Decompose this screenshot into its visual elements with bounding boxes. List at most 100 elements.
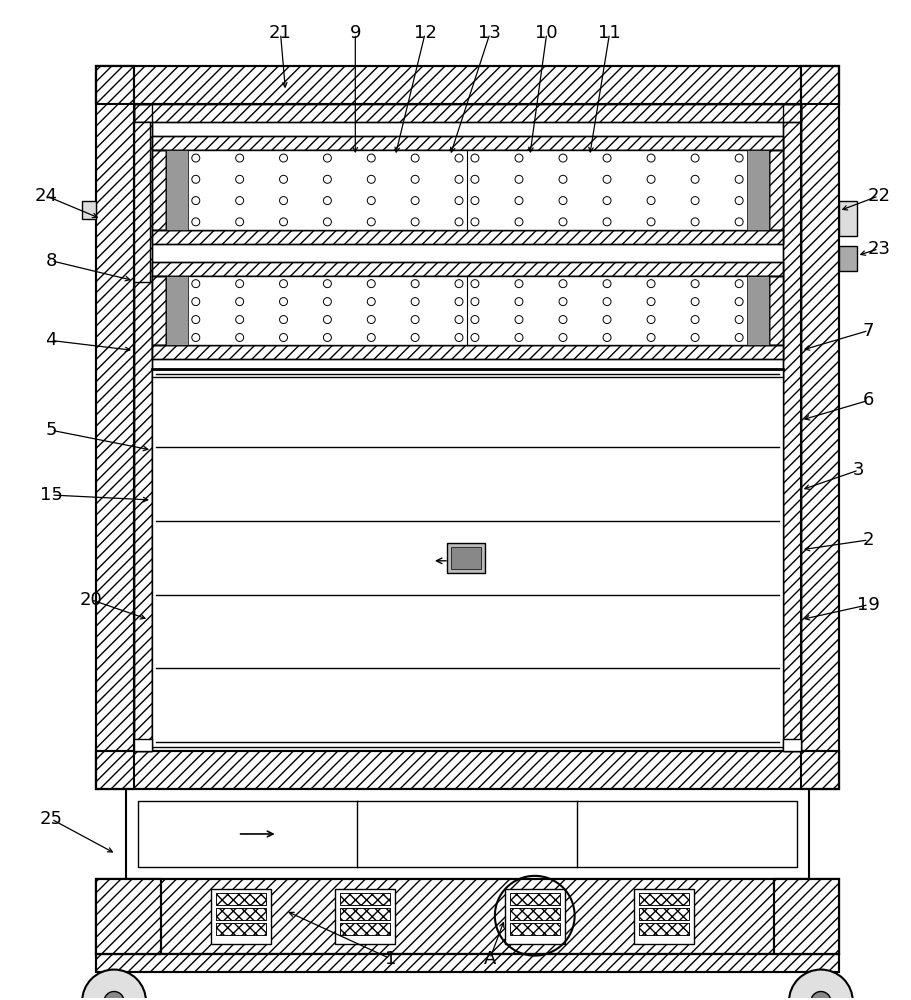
Bar [634,889,693,944]
Circle shape [323,316,331,324]
Circle shape [280,316,287,324]
Text: 1: 1 [384,950,395,968]
Circle shape [411,197,419,205]
Circle shape [470,154,478,162]
Circle shape [602,280,610,288]
Circle shape [734,175,742,183]
Bar [838,201,855,236]
Circle shape [558,316,567,324]
Bar [138,801,796,867]
Text: 13: 13 [478,24,501,42]
Circle shape [647,197,654,205]
Text: 10: 10 [535,24,558,42]
Circle shape [558,280,567,288]
Circle shape [191,280,200,288]
Circle shape [323,298,331,306]
Bar [639,893,689,905]
Bar [96,751,838,789]
Bar [96,66,134,789]
Circle shape [367,334,374,341]
Circle shape [411,280,419,288]
Circle shape [602,298,610,306]
Circle shape [515,218,522,226]
Bar [216,893,265,905]
Circle shape [515,334,522,341]
Bar [152,230,783,244]
Bar [340,908,390,920]
Bar [505,889,564,944]
Circle shape [367,316,374,324]
Bar [639,923,689,935]
Circle shape [280,334,287,341]
Bar [96,751,838,789]
Bar [166,150,188,230]
Circle shape [515,298,522,306]
Circle shape [558,334,567,341]
Bar [216,908,265,920]
Circle shape [515,280,522,288]
Circle shape [455,218,463,226]
Bar [773,879,838,954]
Bar [134,104,800,122]
Circle shape [191,218,200,226]
Circle shape [280,197,287,205]
Text: 11: 11 [598,24,620,42]
Circle shape [323,154,331,162]
Bar [639,893,689,905]
Bar [152,136,783,150]
Bar [152,369,783,747]
Circle shape [558,154,567,162]
Bar [509,908,559,920]
Bar [509,923,559,935]
Text: 3: 3 [852,461,864,479]
Bar [446,543,485,573]
Circle shape [602,154,610,162]
Bar [96,954,838,972]
Circle shape [191,316,200,324]
Text: 21: 21 [269,24,292,42]
Circle shape [515,175,522,183]
Bar [166,150,768,230]
Circle shape [455,316,463,324]
Circle shape [191,334,200,341]
Circle shape [411,298,419,306]
Bar [746,276,768,345]
Bar [783,104,800,751]
Circle shape [367,154,374,162]
Bar [152,262,783,276]
Circle shape [455,154,463,162]
Circle shape [602,175,610,183]
Text: 2: 2 [862,531,874,549]
Circle shape [470,218,478,226]
Bar [768,150,783,230]
Circle shape [470,175,478,183]
Bar [216,893,265,905]
Circle shape [235,316,243,324]
Bar [134,104,800,122]
Circle shape [691,154,699,162]
Circle shape [515,154,522,162]
Bar [134,104,152,751]
Bar [166,276,188,345]
Circle shape [515,316,522,324]
Bar [509,923,559,935]
Bar [152,150,166,230]
Bar [96,879,838,954]
Circle shape [691,298,699,306]
Circle shape [602,334,610,341]
Bar [152,276,166,345]
Bar [768,276,783,345]
Circle shape [280,154,287,162]
Circle shape [455,298,463,306]
Bar [96,879,160,954]
Bar [96,66,838,104]
Circle shape [411,218,419,226]
Bar [639,908,689,920]
Circle shape [411,334,419,341]
Bar [96,879,838,954]
Bar [340,893,390,905]
Bar [509,893,559,905]
Bar [166,276,768,345]
Text: 7: 7 [862,322,874,340]
Circle shape [235,197,243,205]
